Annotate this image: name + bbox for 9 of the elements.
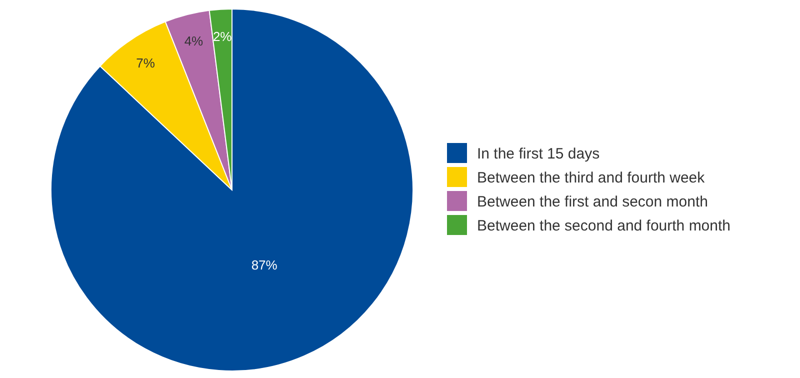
- legend-label: Between the second and fourth month: [477, 217, 731, 234]
- data-label: 87%: [251, 257, 278, 272]
- data-label: 7%: [136, 55, 156, 70]
- legend-label: In the first 15 days: [477, 145, 600, 162]
- pie-slice: [50, 8, 414, 372]
- data-label: 2%: [212, 29, 232, 44]
- data-label: 4%: [184, 34, 204, 49]
- legend-label: Between the first and secon month: [477, 193, 708, 210]
- legend-label: Between the third and fourth week: [477, 169, 706, 186]
